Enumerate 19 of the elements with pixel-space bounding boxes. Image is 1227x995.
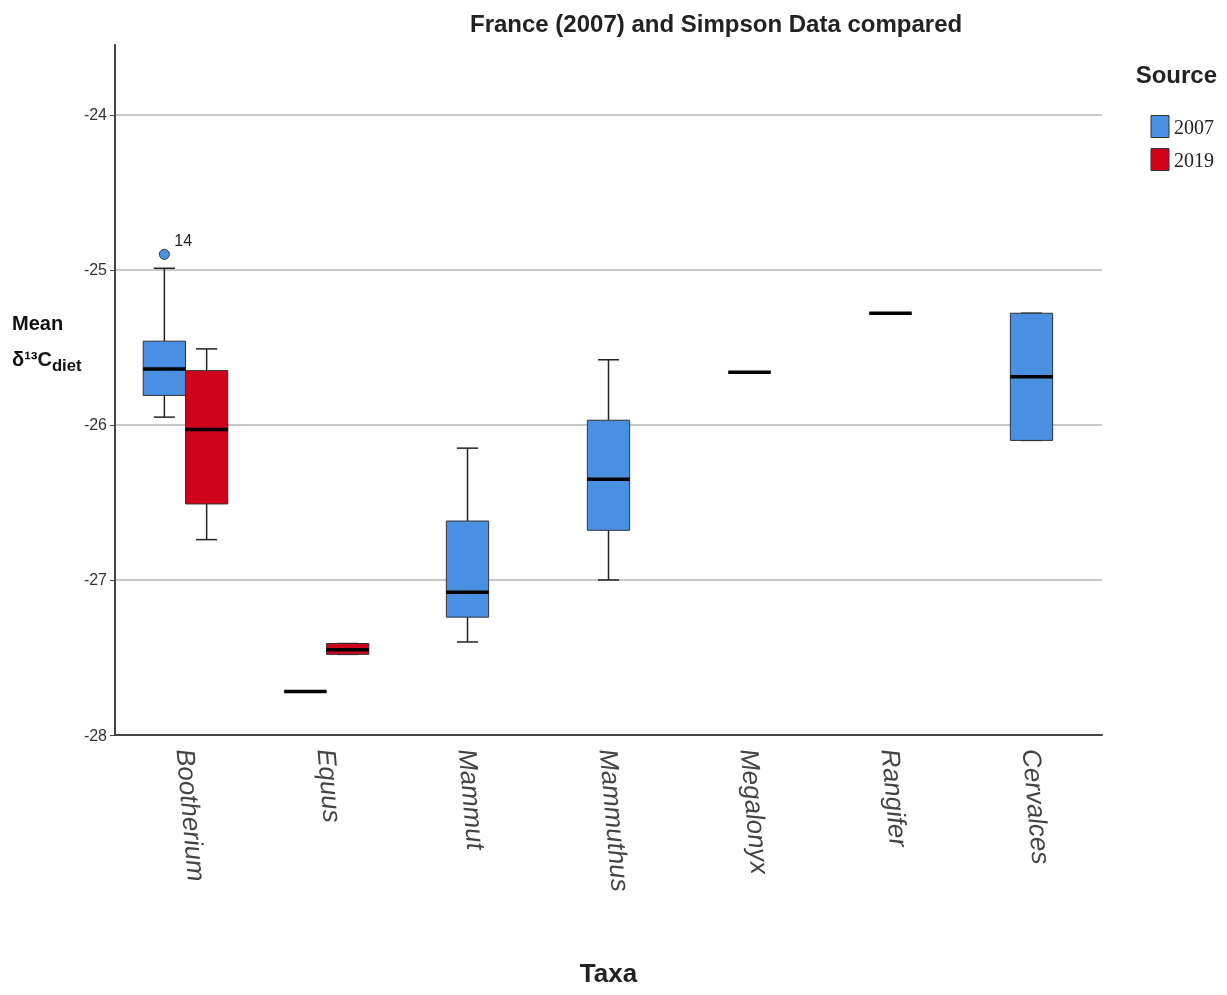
x-tick-label: Cervalces — [1016, 747, 1057, 866]
legend-label: 2019 — [1174, 148, 1214, 171]
y-tick-label: -24 — [83, 106, 108, 124]
x-axis-title: Taxa — [579, 958, 638, 988]
y-tick-label: -28 — [83, 726, 108, 744]
y-tick-label: -26 — [83, 416, 108, 434]
x-tick-label: Mammuthus — [593, 747, 636, 893]
x-tick-label: Equus — [311, 747, 348, 824]
x-tick-label: Mammut — [452, 747, 492, 853]
annotation: 14 — [174, 231, 193, 249]
y-tick-label: -27 — [83, 571, 108, 589]
y-axis-title: Mean δ¹³C$_{diet}$ — [12, 311, 83, 377]
x-tick-label: Megalonyx — [734, 747, 776, 877]
chart-title: France (2007) and Simpson Data compared — [470, 9, 963, 37]
x-tick-label: Rangifer — [875, 747, 915, 850]
x-tick-label: Bootherium — [170, 747, 213, 883]
legend-title: Source — [1135, 60, 1218, 88]
legend-label: 2007 — [1174, 115, 1214, 138]
y-tick-label: -25 — [83, 261, 108, 279]
